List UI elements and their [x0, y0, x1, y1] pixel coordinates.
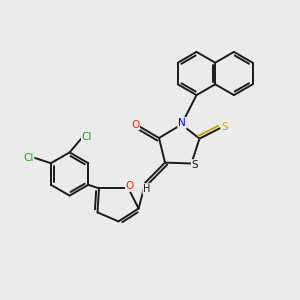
Text: O: O: [126, 181, 134, 191]
Text: O: O: [131, 119, 139, 130]
Text: S: S: [192, 160, 198, 170]
Text: Cl: Cl: [23, 153, 34, 163]
Text: H: H: [143, 184, 151, 194]
Text: Cl: Cl: [82, 132, 92, 142]
Text: N: N: [178, 118, 186, 128]
Text: S: S: [222, 122, 228, 132]
